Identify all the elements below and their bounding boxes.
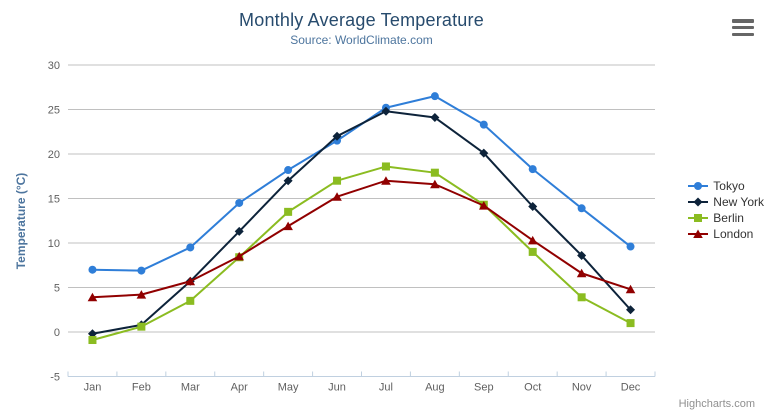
legend-item-new-york[interactable]: New York — [688, 194, 764, 210]
data-point-tokyo[interactable] — [137, 266, 146, 275]
data-point-new-york[interactable] — [626, 305, 636, 315]
x-axis-tick-label: Jan — [84, 382, 102, 394]
data-point-london[interactable] — [136, 290, 147, 299]
y-axis-tick-label: 0 — [54, 327, 60, 339]
x-axis-tick-label: Oct — [524, 382, 541, 394]
data-point-new-york[interactable] — [234, 226, 244, 236]
data-point-berlin[interactable] — [284, 207, 293, 216]
legend-label: Berlin — [713, 211, 744, 225]
data-point-london[interactable] — [234, 251, 245, 261]
data-point-berlin[interactable] — [626, 319, 635, 328]
data-point-london[interactable] — [625, 284, 636, 294]
data-point-london[interactable] — [381, 176, 391, 185]
series-line-tokyo[interactable] — [91, 95, 632, 272]
data-point-berlin[interactable] — [381, 162, 390, 171]
data-point-tokyo[interactable] — [577, 204, 586, 213]
data-point-new-york[interactable] — [283, 176, 293, 186]
x-axis-tick-label: Aug — [425, 382, 445, 394]
data-point-berlin[interactable] — [528, 247, 537, 256]
data-point-tokyo[interactable] — [528, 165, 537, 174]
data-point-london[interactable] — [332, 192, 342, 201]
x-axis-tick-label: Feb — [132, 382, 151, 394]
data-point-tokyo[interactable] — [284, 166, 293, 175]
y-axis-tick-label: 10 — [48, 238, 60, 250]
credits-link[interactable]: Highcharts.com — [678, 398, 755, 410]
data-point-london[interactable] — [185, 276, 196, 286]
y-axis-tick-label: 25 — [48, 105, 60, 117]
legend-marker-tokyo[interactable] — [694, 182, 703, 190]
x-axis-tick-label: Nov — [572, 382, 592, 394]
legend-label: Tokyo — [713, 179, 745, 193]
chart-subtitle: Source: WorldClimate.com — [290, 33, 433, 47]
y-axis-title: Temperature (°C) — [14, 173, 28, 270]
series-line-new-york[interactable] — [91, 110, 632, 335]
data-point-tokyo[interactable] — [186, 243, 195, 252]
y-axis-tick-label: 5 — [54, 283, 60, 295]
data-point-new-york[interactable] — [528, 202, 538, 212]
data-point-london[interactable] — [283, 221, 293, 231]
data-point-tokyo[interactable] — [626, 242, 635, 251]
x-axis-tick-label: May — [278, 382, 299, 394]
data-point-berlin[interactable] — [186, 296, 195, 305]
data-point-london[interactable] — [87, 292, 98, 302]
y-axis-tick-label: 30 — [48, 60, 60, 72]
y-axis-tick-label: 15 — [48, 194, 60, 206]
data-point-tokyo[interactable] — [88, 265, 97, 274]
data-point-london[interactable] — [478, 201, 489, 210]
series-line-london[interactable] — [91, 179, 632, 299]
legend-label: London — [713, 227, 754, 241]
data-point-new-york[interactable] — [577, 250, 587, 260]
data-point-new-york[interactable] — [332, 131, 342, 141]
x-axis-tick-label: Dec — [621, 382, 641, 394]
data-point-london[interactable] — [430, 179, 440, 189]
data-point-berlin[interactable] — [88, 336, 97, 345]
data-point-new-york[interactable] — [381, 106, 391, 116]
legend-marker-london[interactable] — [693, 229, 704, 239]
chart-title: Monthly Average Temperature — [239, 10, 484, 30]
legend-item-london[interactable]: London — [688, 226, 764, 242]
legend-item-berlin[interactable]: Berlin — [688, 210, 764, 226]
data-point-london[interactable] — [576, 268, 587, 278]
series-line-berlin[interactable] — [91, 165, 632, 342]
data-point-london[interactable] — [527, 235, 538, 245]
x-axis-tick-label: Apr — [231, 382, 248, 394]
legend: Tokyo New York Berlin London — [688, 178, 764, 242]
x-axis-tick-label: Sep — [474, 382, 494, 394]
x-axis-tick-label: Jul — [379, 382, 393, 394]
hamburger-menu-icon — [732, 32, 754, 36]
data-point-berlin[interactable] — [137, 322, 146, 331]
hamburger-menu-icon — [732, 19, 754, 23]
legend-marker-new-york[interactable] — [693, 197, 703, 207]
data-point-berlin[interactable] — [430, 168, 439, 177]
square-marker-icon — [688, 214, 709, 222]
diamond-marker-icon — [688, 197, 709, 207]
data-point-tokyo[interactable] — [430, 92, 439, 101]
legend-item-tokyo[interactable]: Tokyo — [688, 178, 764, 194]
hamburger-menu-icon — [732, 25, 754, 30]
triangle-marker-icon — [688, 229, 709, 239]
circle-marker-icon — [688, 182, 709, 190]
data-point-berlin[interactable] — [577, 293, 586, 302]
data-point-new-york[interactable] — [430, 113, 440, 123]
y-axis-tick-label: 20 — [48, 149, 60, 161]
x-axis-tick-label: Jun — [328, 382, 346, 394]
legend-label: New York — [713, 195, 764, 209]
y-axis-tick-label: -5 — [50, 372, 60, 384]
legend-marker-berlin[interactable] — [694, 214, 703, 222]
x-axis-tick-label: Mar — [181, 382, 200, 394]
data-point-berlin[interactable] — [333, 176, 342, 185]
data-point-tokyo[interactable] — [235, 198, 244, 207]
data-point-new-york[interactable] — [479, 148, 489, 158]
chart-context-menu-button[interactable] — [732, 19, 756, 36]
data-point-tokyo[interactable] — [479, 120, 488, 129]
